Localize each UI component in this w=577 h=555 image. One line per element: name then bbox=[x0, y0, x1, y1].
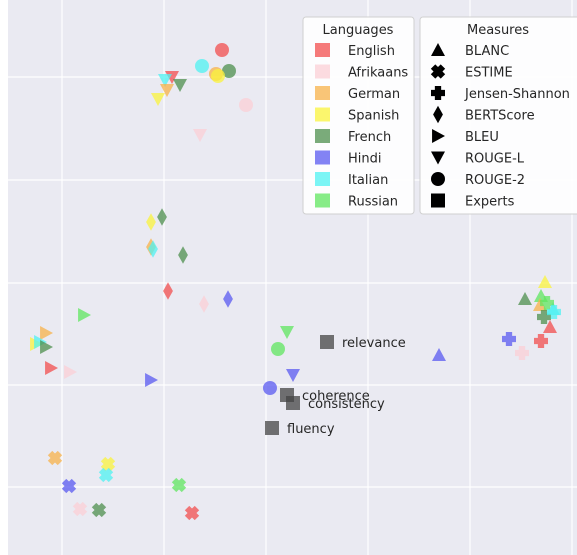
point-hindi-rouge-l bbox=[286, 369, 300, 382]
point-french-rouge-2 bbox=[222, 64, 236, 78]
point-german-estime bbox=[47, 450, 63, 466]
legend-marker-rouge-2 bbox=[431, 172, 445, 186]
legend-measures-box bbox=[419, 16, 577, 215]
legend-marker-blanc bbox=[431, 43, 445, 56]
annotation-coherence: coherence bbox=[302, 389, 370, 404]
point-italian-bertscore bbox=[148, 240, 158, 258]
legend-languages: Languages English Afrikaans German Spanish F… bbox=[302, 16, 415, 215]
point-russian-jensen-shannon bbox=[540, 296, 554, 310]
point-english-estime bbox=[184, 505, 200, 521]
point-experts-experts bbox=[265, 421, 279, 435]
legend-marker-bertscore bbox=[433, 105, 443, 124]
point-italian-rouge-2 bbox=[195, 59, 209, 73]
point-spanish-bertscore bbox=[146, 213, 156, 231]
legend-label-italian: Italian bbox=[348, 173, 388, 188]
point-russian-estime bbox=[171, 477, 187, 493]
legend-measures: Measures BLANC ESTIME Jensen-Shannon BERTSc… bbox=[419, 16, 577, 215]
legend-label-estime: ESTIME bbox=[465, 66, 513, 81]
annotation-relevance: relevance bbox=[342, 336, 406, 351]
point-hindi-rouge-2 bbox=[263, 381, 277, 395]
point-russian-rouge-2 bbox=[271, 342, 285, 356]
legend-swatch-french bbox=[315, 129, 330, 143]
legend-label-spanish: Spanish bbox=[348, 109, 399, 124]
legend-swatch-spanish bbox=[315, 107, 330, 122]
point-french-jensen-shannon bbox=[537, 310, 551, 324]
point-italian-rouge-l bbox=[158, 74, 172, 87]
legend-marker-rouge-l bbox=[431, 151, 445, 165]
legend-label-rouge-l: ROUGE-L bbox=[465, 152, 525, 167]
legend-measures-title: Measures bbox=[467, 23, 529, 38]
legend-swatch-hindi bbox=[315, 150, 330, 165]
point-spanish-rouge-l bbox=[151, 93, 165, 106]
legend-languages-box bbox=[302, 16, 415, 215]
legend-marker-bleu bbox=[432, 129, 445, 143]
point-italian-jensen-shannon bbox=[547, 305, 561, 319]
legend-languages-title: Languages bbox=[323, 23, 394, 38]
legend-label-german: German bbox=[348, 87, 400, 102]
legend-label-experts: Experts bbox=[465, 195, 515, 210]
legend-label-hindi: Hindi bbox=[348, 152, 382, 167]
point-experts-experts bbox=[320, 335, 334, 349]
point-french-rouge-l bbox=[173, 79, 187, 92]
point-spanish-rouge-2 bbox=[211, 69, 225, 83]
legend-label-jensen-shannon: Jensen-Shannon bbox=[464, 87, 570, 102]
point-hindi-blanc bbox=[432, 348, 446, 361]
point-french-bleu bbox=[40, 340, 53, 354]
point-hindi-jensen-shannon bbox=[502, 332, 516, 346]
legend-label-russian: Russian bbox=[348, 195, 398, 210]
legend-swatch-russian bbox=[315, 193, 330, 208]
point-afrikaans-estime bbox=[72, 501, 88, 517]
grid-lines bbox=[8, 0, 577, 555]
point-english-jensen-shannon bbox=[534, 334, 548, 348]
point-english-blanc bbox=[543, 320, 557, 333]
legend-label-bleu: BLEU bbox=[465, 130, 499, 145]
point-afrikaans-rouge-l bbox=[193, 129, 207, 142]
point-afrikaans-jensen-shannon bbox=[515, 346, 529, 360]
point-afrikaans-rouge-2 bbox=[239, 98, 253, 112]
data-points bbox=[30, 43, 561, 521]
point-spanish-estime bbox=[100, 456, 116, 472]
point-russian-bleu bbox=[78, 308, 91, 322]
point-russian-rouge-l bbox=[280, 326, 294, 339]
point-french-blanc bbox=[518, 292, 532, 305]
point-english-rouge-2 bbox=[215, 43, 229, 57]
legend-swatch-english bbox=[315, 43, 330, 57]
legend-label-french: French bbox=[348, 130, 391, 145]
point-german-bleu bbox=[40, 326, 53, 340]
point-spanish-blanc bbox=[538, 275, 552, 288]
point-english-bleu bbox=[45, 361, 58, 375]
point-afrikaans-bertscore bbox=[199, 295, 209, 313]
point-hindi-bleu bbox=[145, 373, 158, 387]
point-hindi-bertscore bbox=[223, 290, 233, 308]
point-afrikaans-bleu bbox=[64, 365, 77, 379]
legend-swatch-italian bbox=[315, 172, 330, 186]
point-french-estime bbox=[91, 502, 107, 518]
point-experts-experts bbox=[286, 396, 300, 410]
annotation-consistency: consistency bbox=[308, 397, 385, 412]
legend-marker-estime bbox=[430, 64, 446, 79]
point-hindi-estime bbox=[61, 478, 77, 494]
legend-marker-jensen-shannon bbox=[431, 86, 445, 100]
legend-label-rouge-2: ROUGE-2 bbox=[465, 173, 525, 188]
annotation-fluency: fluency bbox=[287, 422, 335, 437]
legend-swatch-german bbox=[315, 86, 330, 100]
legend-label-bertscore: BERTScore bbox=[465, 109, 535, 124]
legend-marker-experts bbox=[431, 193, 445, 208]
legend-label-afrikaans: Afrikaans bbox=[348, 66, 408, 81]
point-english-bertscore bbox=[163, 282, 173, 300]
legend-label-english: English bbox=[348, 44, 395, 59]
legend-swatch-afrikaans bbox=[315, 64, 330, 79]
point-french-bertscore bbox=[178, 246, 188, 264]
point-french-bertscore bbox=[157, 208, 167, 226]
point-italian-estime bbox=[98, 467, 114, 483]
legend-label-blanc: BLANC bbox=[465, 44, 509, 59]
point-german-rouge-l bbox=[160, 84, 174, 97]
